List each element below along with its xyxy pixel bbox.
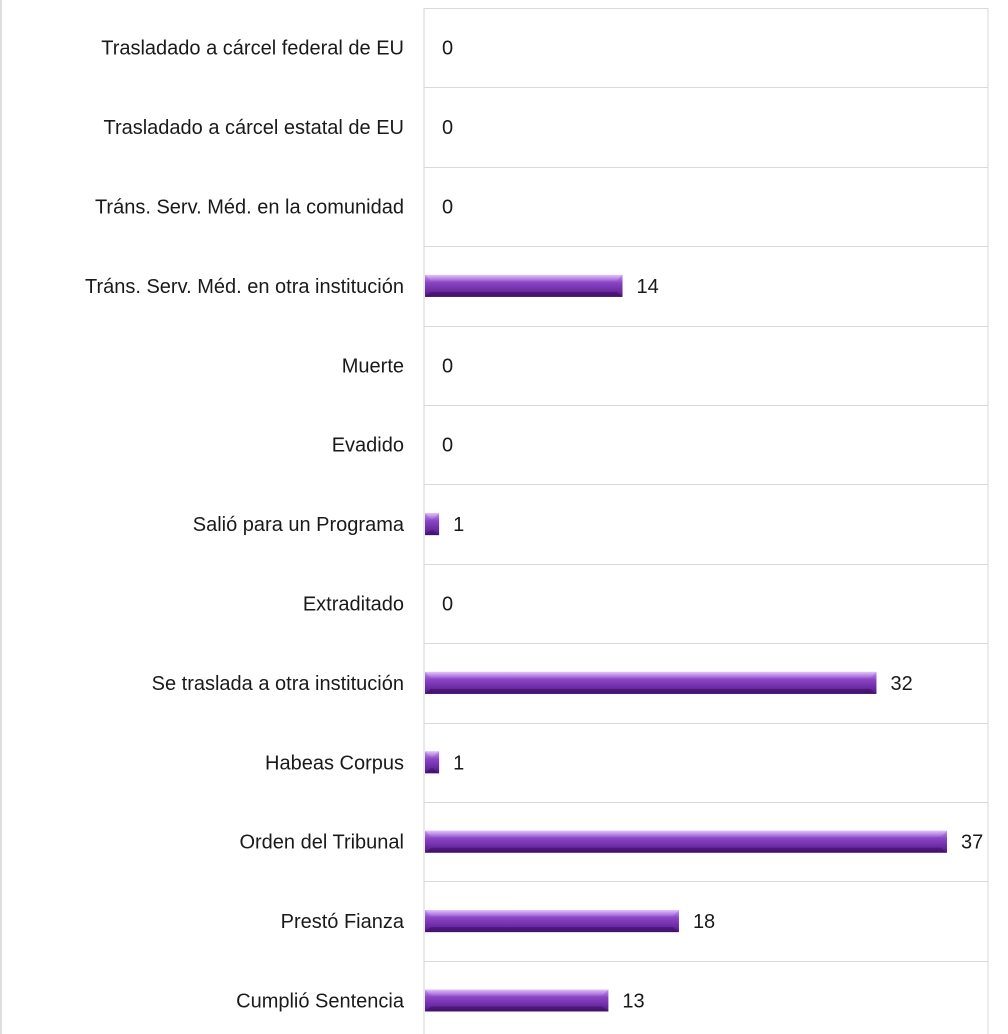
bar-bevel [425, 830, 947, 837]
bar [425, 513, 440, 536]
category-label: Se traslada a otra institución [152, 673, 404, 695]
data-label: 0 [442, 197, 453, 219]
bar-bevel [425, 751, 440, 758]
data-label: 18 [693, 911, 715, 933]
bar-bevel [425, 910, 679, 917]
category-label: Tráns. Serv. Méd. en la comunidad [95, 197, 404, 219]
bar-shadow-edge [425, 1006, 609, 1012]
category-label: Orden del Tribunal [239, 832, 404, 854]
bar-shadow-edge [425, 768, 440, 774]
category-label: Cumplió Sentencia [236, 991, 405, 1013]
category-label: Tráns. Serv. Méd. en otra institución [85, 276, 404, 298]
bar-shadow-edge [425, 927, 679, 933]
bar [425, 751, 440, 774]
category-label: Prestó Fianza [281, 911, 405, 933]
bar-shadow-edge [425, 847, 947, 853]
category-label: Extraditado [303, 594, 404, 616]
category-label: Muerte [342, 355, 404, 377]
data-label: 13 [622, 991, 644, 1013]
data-label: 0 [442, 355, 453, 377]
data-label: 1 [453, 514, 464, 536]
bar-bevel [425, 671, 877, 678]
category-label: Salió para un Programa [193, 514, 405, 536]
bar-shadow-edge [425, 530, 440, 536]
data-label: 0 [442, 594, 453, 616]
bar-shadow-edge [425, 688, 877, 694]
data-label: 32 [890, 673, 912, 695]
data-label: 0 [442, 117, 453, 139]
data-label: 0 [442, 435, 453, 457]
data-label: 14 [637, 276, 659, 298]
category-label: Habeas Corpus [265, 752, 404, 774]
bar-bevel [425, 274, 623, 281]
bar-bevel [425, 513, 440, 520]
data-label: 37 [961, 832, 983, 854]
bar-bevel [425, 989, 609, 996]
category-label: Trasladado a cárcel estatal de EU [103, 117, 404, 139]
bar-shadow-edge [425, 291, 623, 297]
category-label: Trasladado a cárcel federal de EU [101, 38, 404, 60]
data-label: 1 [453, 752, 464, 774]
data-label: 0 [442, 38, 453, 60]
category-label: Evadido [332, 435, 404, 457]
